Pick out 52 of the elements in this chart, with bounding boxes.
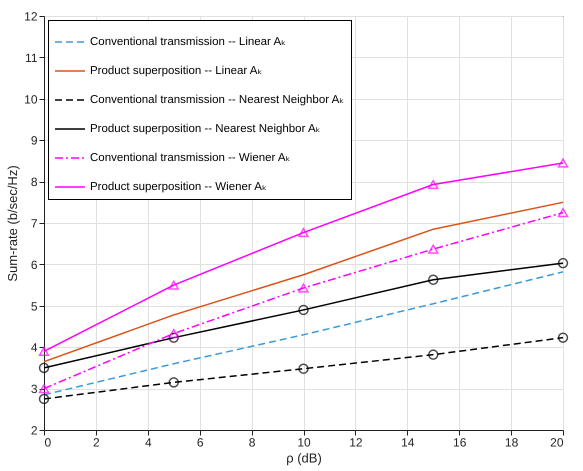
y-tick-label: 4 bbox=[30, 340, 38, 355]
y-tick-label: 9 bbox=[30, 134, 38, 148]
line-series bbox=[43, 271, 564, 396]
point bbox=[298, 304, 309, 316]
point bbox=[168, 332, 179, 343]
x-tick-label: 0 bbox=[44, 436, 52, 450]
x-tick-label: 2 bbox=[93, 436, 100, 450]
y-tick-label: 12 bbox=[24, 10, 38, 24]
point bbox=[428, 274, 438, 285]
x-tick-label: 14 bbox=[401, 436, 415, 450]
point bbox=[428, 244, 438, 254]
point bbox=[298, 364, 309, 374]
x-tick-label: 4 bbox=[144, 436, 152, 450]
legend-label: Product superposition -- Linear Aₖ bbox=[90, 65, 262, 77]
legend-label: Product superposition -- Nearest Neighbor Aₖ bbox=[90, 123, 321, 135]
point bbox=[38, 362, 50, 374]
legend-label: Product superposition -- Wiener Aₖ bbox=[90, 181, 267, 193]
x-tick-label: 20 bbox=[550, 436, 564, 450]
x-axis-title: ρ (dB) bbox=[286, 450, 322, 466]
y-tick-label: 10 bbox=[24, 92, 38, 106]
point bbox=[168, 377, 179, 388]
y-tick-label: 5 bbox=[30, 299, 38, 314]
x-tick-label: 16 bbox=[453, 436, 467, 450]
point bbox=[168, 280, 179, 290]
y-tick-label: 11 bbox=[25, 50, 38, 65]
point bbox=[38, 346, 50, 356]
point bbox=[38, 384, 50, 394]
legend-label: Conventional transmission -- Nearest Neighbor Aₖ bbox=[90, 94, 344, 106]
x-tick-label: 8 bbox=[248, 436, 256, 450]
legend-label: Conventional transmission -- Linear Aₖ bbox=[90, 36, 286, 48]
x-tick-label: 6 bbox=[196, 436, 204, 450]
y-tick-label: 7 bbox=[30, 216, 38, 230]
point bbox=[298, 283, 309, 293]
point bbox=[558, 332, 568, 343]
point bbox=[38, 394, 50, 404]
y-tick-label: 6 bbox=[30, 258, 38, 272]
x-tick-label: 10 bbox=[297, 436, 311, 450]
line-series bbox=[43, 202, 564, 362]
point bbox=[558, 158, 568, 168]
point bbox=[298, 228, 309, 238]
x-tick-label: 12 bbox=[349, 436, 363, 450]
y-tick-label: 3 bbox=[30, 382, 38, 396]
point bbox=[428, 349, 438, 360]
point bbox=[168, 328, 179, 338]
point bbox=[428, 180, 438, 190]
legend-label: Conventional transmission -- Wiener Aₖ bbox=[90, 152, 291, 164]
point bbox=[558, 208, 568, 218]
x-tick-label: 18 bbox=[504, 436, 519, 450]
y-axis-title: Sum-rate (b/sec/Hz) bbox=[5, 165, 20, 282]
y-tick-label: 8 bbox=[30, 175, 38, 190]
point bbox=[558, 258, 568, 268]
y-tick-label: 2 bbox=[30, 424, 38, 438]
